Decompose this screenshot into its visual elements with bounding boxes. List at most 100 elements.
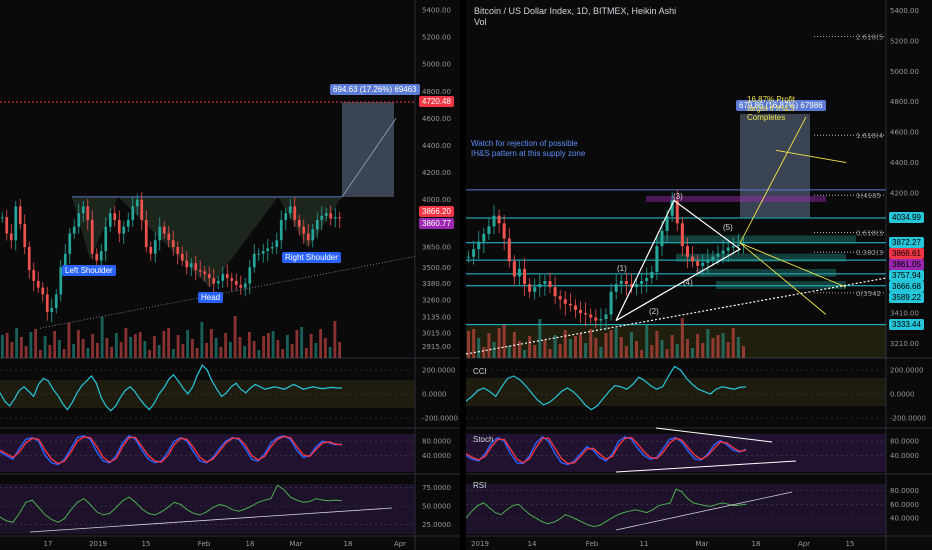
- volume-bar: [304, 348, 308, 358]
- candle-body: [711, 256, 715, 260]
- volume-bar: [171, 349, 175, 358]
- candle-body: [604, 314, 608, 320]
- volume-bar: [271, 331, 275, 358]
- candle-body: [655, 246, 659, 272]
- volume-bar: [276, 340, 280, 358]
- volume-bar: [619, 337, 623, 358]
- candle-body: [635, 284, 639, 288]
- volume-bar: [238, 337, 242, 358]
- volume-bar: [176, 335, 180, 358]
- candle-body: [131, 206, 135, 220]
- cci-line: [466, 365, 747, 411]
- candle-body: [248, 267, 252, 284]
- candle-body: [594, 317, 598, 321]
- price-tick-label: 5400.00: [422, 7, 451, 15]
- volume-bar: [467, 331, 471, 358]
- stoch-title: Stoch: [473, 435, 494, 444]
- volume-bar: [533, 345, 537, 358]
- right-shoulder-label: Right Shoulder: [282, 252, 341, 264]
- stoch-support-line: [615, 460, 797, 473]
- volume-bar: [67, 323, 71, 358]
- fib-level-label: 0.618(3: [856, 229, 883, 237]
- volume-bar: [328, 347, 332, 358]
- indicator-tick-label: 25.0000: [422, 521, 451, 529]
- volume-bar: [138, 332, 142, 358]
- volume-bar: [285, 335, 289, 358]
- time-tick-label: 18: [344, 540, 353, 548]
- volume-bar: [650, 345, 654, 358]
- candle-body: [203, 271, 207, 275]
- watch-note-line2: IH&S pattern at this supply zone: [471, 149, 586, 158]
- candle-body: [640, 281, 644, 285]
- price-tick-label: 5000.00: [422, 61, 451, 69]
- volume-bar: [523, 350, 527, 358]
- volume-bar: [497, 328, 501, 358]
- candle-body: [553, 287, 557, 297]
- price-tick-label: 3650.00: [422, 244, 451, 252]
- candle-body: [731, 246, 735, 248]
- chart-title: Bitcoin / US Dollar Index, 1D, BITMEX, H…: [474, 6, 677, 16]
- volume-bar: [186, 330, 190, 358]
- price-tick-label: 5200.00: [890, 37, 919, 45]
- price-tick-label: 3135.00: [422, 313, 451, 321]
- volume-bar: [119, 342, 123, 358]
- projection-trend-line: [341, 118, 397, 198]
- candle-body: [324, 213, 328, 216]
- candle-body: [266, 248, 270, 252]
- candle-body: [523, 268, 527, 285]
- volume-bar: [333, 321, 337, 358]
- panel-divider[interactable]: [460, 0, 466, 550]
- volume-bar: [133, 334, 137, 358]
- candle-body: [482, 233, 486, 242]
- candle-body: [279, 219, 283, 241]
- candle-body: [619, 281, 623, 285]
- left-chart-panel[interactable]: 5400.00 5200.00 5000.00 4800.00 4600.00 4400.…: [0, 0, 460, 550]
- candle-body: [243, 283, 247, 288]
- candle-body: [27, 247, 31, 271]
- volume-bar: [290, 344, 294, 358]
- candle-body: [180, 253, 184, 261]
- candle-body: [239, 284, 243, 288]
- volume-bar: [262, 336, 266, 358]
- candle-body: [162, 226, 166, 234]
- price-tick-label: 4200.00: [422, 169, 451, 177]
- candle-body: [533, 287, 537, 292]
- price-tag: 4034.99: [889, 211, 924, 223]
- left-chart-canvas[interactable]: 5400.00 5200.00 5000.00 4800.00 4600.00 4400.…: [0, 0, 460, 550]
- candle-body: [45, 294, 49, 313]
- candle-body: [108, 213, 112, 227]
- candle-body: [99, 251, 103, 261]
- stoch-d-line: [466, 436, 747, 465]
- volume-bar: [675, 344, 679, 358]
- indicator-tick-label: 200.0000: [890, 367, 923, 375]
- volume-bar: [266, 333, 270, 358]
- volume-bar: [19, 337, 23, 358]
- volume-bar: [205, 343, 209, 358]
- time-tick-label: 17: [44, 540, 53, 548]
- candle-body: [288, 206, 292, 214]
- candle-body: [41, 287, 45, 295]
- volume-bar: [24, 346, 28, 358]
- candle-body: [660, 230, 664, 247]
- volume-bar: [599, 347, 603, 358]
- right-chart-panel[interactable]: 5400.00 5200.00 5000.00 4800.00 4600.00 4400.…: [466, 0, 932, 550]
- candle-body: [135, 199, 139, 207]
- indicator-tick-label: 0.0000: [422, 391, 447, 399]
- volume-bar: [209, 329, 213, 358]
- indicator-tick-label: 80.0000: [890, 438, 919, 446]
- volume-bar: [660, 340, 664, 358]
- time-tick-label: Apr: [394, 540, 406, 548]
- right-chart-canvas[interactable]: 5400.00 5200.00 5000.00 4800.00 4600.00 4400.…: [466, 0, 932, 550]
- time-tick-label: 18: [246, 540, 255, 548]
- dotted-trendline: [466, 277, 887, 355]
- price-tick-label: 3500.00: [422, 264, 451, 272]
- volume-bar: [81, 339, 85, 358]
- volume-bar: [34, 329, 38, 358]
- volume-bar: [91, 334, 95, 358]
- volume-bar: [528, 336, 532, 358]
- price-tick-label: 2915.00: [422, 343, 451, 351]
- price-tick-label: 5400.00: [890, 7, 919, 15]
- candle-body: [497, 215, 501, 224]
- volume-bar: [721, 333, 725, 358]
- candle-body: [315, 219, 319, 230]
